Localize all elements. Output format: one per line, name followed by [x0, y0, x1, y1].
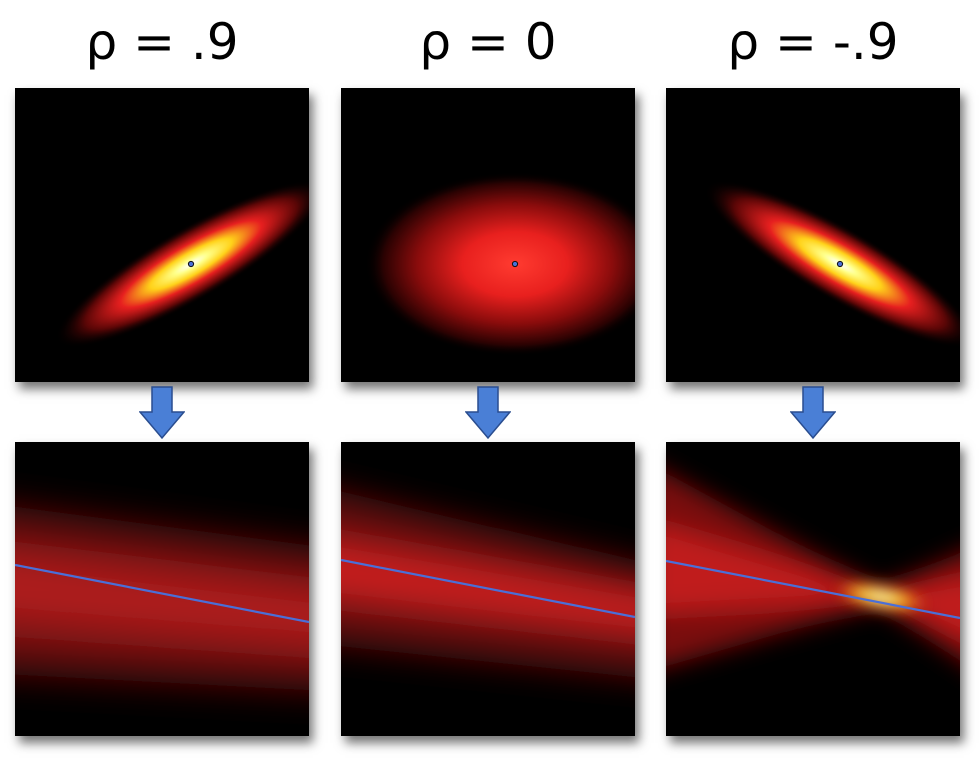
- down-arrow-icon: [790, 386, 836, 440]
- conditional-density-panel-rho-0-9: [15, 442, 309, 736]
- mean-point: [187, 260, 195, 268]
- conditional-density-panel-rho-neg-0-9: [666, 442, 960, 736]
- regression-line: [341, 558, 635, 619]
- down-arrow-icon: [139, 386, 185, 440]
- regression-line: [666, 559, 960, 620]
- title-rho-neg-0-9: ρ = -.9: [727, 13, 899, 71]
- conditional-density-panel-rho-0: [341, 442, 635, 736]
- down-arrow-icon: [465, 386, 511, 440]
- mean-point: [511, 260, 519, 268]
- joint-density-panel-rho-0: [341, 88, 635, 382]
- joint-density-panel-rho-0-9: [15, 88, 309, 382]
- regression-line: [15, 563, 309, 624]
- title-rho-0-9: ρ = .9: [85, 13, 239, 71]
- mean-point: [836, 260, 844, 268]
- joint-density-panel-rho-neg-0-9: [666, 88, 960, 382]
- title-rho-0: ρ = 0: [419, 13, 557, 71]
